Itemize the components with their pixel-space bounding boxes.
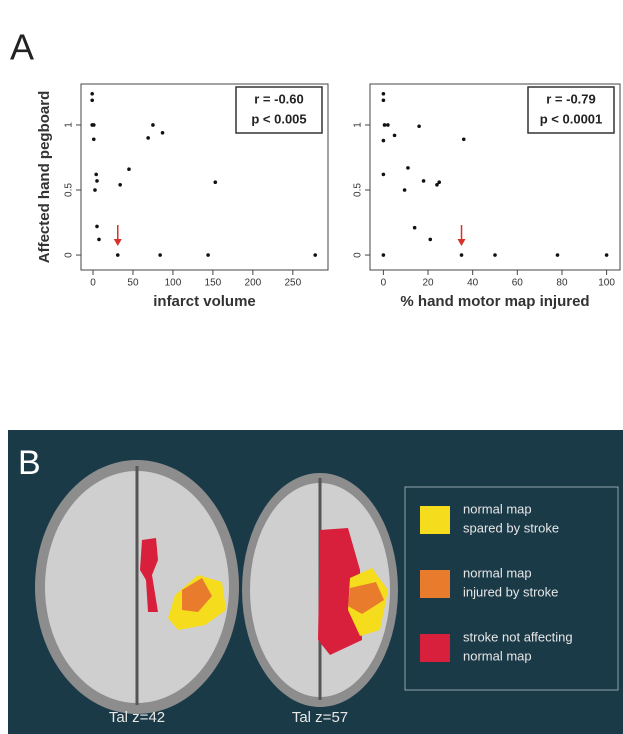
point — [94, 173, 98, 177]
y-tick-label: 0.5 — [353, 183, 364, 197]
point — [382, 253, 386, 257]
x-tick-label: 20 — [422, 278, 434, 289]
point — [386, 123, 390, 127]
legend-label: normal map — [463, 648, 532, 663]
point — [428, 238, 432, 242]
legend-label: spared by stroke — [463, 520, 559, 535]
point — [92, 137, 96, 141]
point — [462, 137, 466, 141]
arrow-head — [458, 239, 466, 246]
point — [403, 188, 407, 192]
x-tick-label: 100 — [165, 278, 182, 289]
point — [417, 124, 421, 128]
y-tick-label: 1 — [64, 122, 75, 128]
point — [213, 180, 217, 184]
x-tick-label: 0 — [381, 278, 387, 289]
legend-label: normal map — [463, 565, 532, 580]
point — [422, 179, 426, 183]
point — [127, 167, 131, 171]
brain-slice — [35, 460, 239, 714]
point — [382, 173, 386, 177]
stats-text: r = -0.60 — [254, 91, 304, 106]
legend-label: normal map — [463, 501, 532, 516]
point — [437, 180, 441, 184]
y-tick-label: 0.5 — [64, 183, 75, 197]
point — [206, 253, 210, 257]
point — [161, 131, 165, 135]
point — [151, 123, 155, 127]
highlight-arrow — [458, 225, 466, 246]
x-axis-label: % hand motor map injured — [400, 293, 589, 310]
point — [97, 238, 101, 242]
figure: A B 00.51050100150200250infarct volumeAf… — [0, 0, 623, 734]
point — [382, 92, 386, 96]
point — [382, 98, 386, 102]
highlight-arrow — [114, 225, 122, 246]
x-tick-label: 40 — [467, 278, 479, 289]
legend-swatch — [420, 506, 450, 534]
panel-label: A — [10, 27, 34, 68]
point — [393, 134, 397, 138]
slice-caption: Tal z=57 — [292, 709, 348, 726]
point — [90, 98, 94, 102]
point — [313, 253, 317, 257]
point — [95, 179, 99, 183]
point — [382, 139, 386, 143]
point — [556, 253, 560, 257]
slice-caption: Tal z=42 — [109, 709, 165, 726]
stats-text: r = -0.79 — [546, 91, 596, 106]
brain-slice — [242, 473, 398, 707]
legend-label: stroke not affecting — [463, 629, 573, 644]
x-tick-label: 250 — [284, 278, 301, 289]
x-tick-label: 50 — [127, 278, 139, 289]
point — [413, 226, 417, 230]
point — [383, 123, 387, 127]
x-tick-label: 200 — [245, 278, 262, 289]
point — [118, 183, 122, 187]
x-axis-label: infarct volume — [153, 293, 256, 310]
y-axis-label: Affected hand pegboard — [36, 91, 53, 264]
legend-label: injured by stroke — [463, 584, 558, 599]
x-tick-label: 150 — [205, 278, 222, 289]
x-tick-label: 100 — [598, 278, 615, 289]
point — [493, 253, 497, 257]
point — [116, 253, 120, 257]
point — [146, 136, 150, 140]
point — [406, 166, 410, 170]
point — [158, 253, 162, 257]
panel-label: B — [18, 444, 41, 482]
point — [92, 123, 96, 127]
arrow-head — [114, 239, 122, 246]
y-tick-label: 0 — [64, 252, 75, 258]
stats-text: p < 0.005 — [251, 111, 306, 126]
point — [605, 253, 609, 257]
point — [90, 92, 94, 96]
point — [93, 188, 97, 192]
x-tick-label: 0 — [90, 278, 96, 289]
stats-text: p < 0.0001 — [540, 111, 603, 126]
point — [460, 253, 464, 257]
y-tick-label: 1 — [353, 122, 364, 128]
y-tick-label: 0 — [353, 252, 364, 258]
x-tick-label: 80 — [556, 278, 568, 289]
point — [95, 225, 99, 229]
legend-swatch — [420, 570, 450, 598]
x-tick-label: 60 — [512, 278, 524, 289]
legend-swatch — [420, 634, 450, 662]
